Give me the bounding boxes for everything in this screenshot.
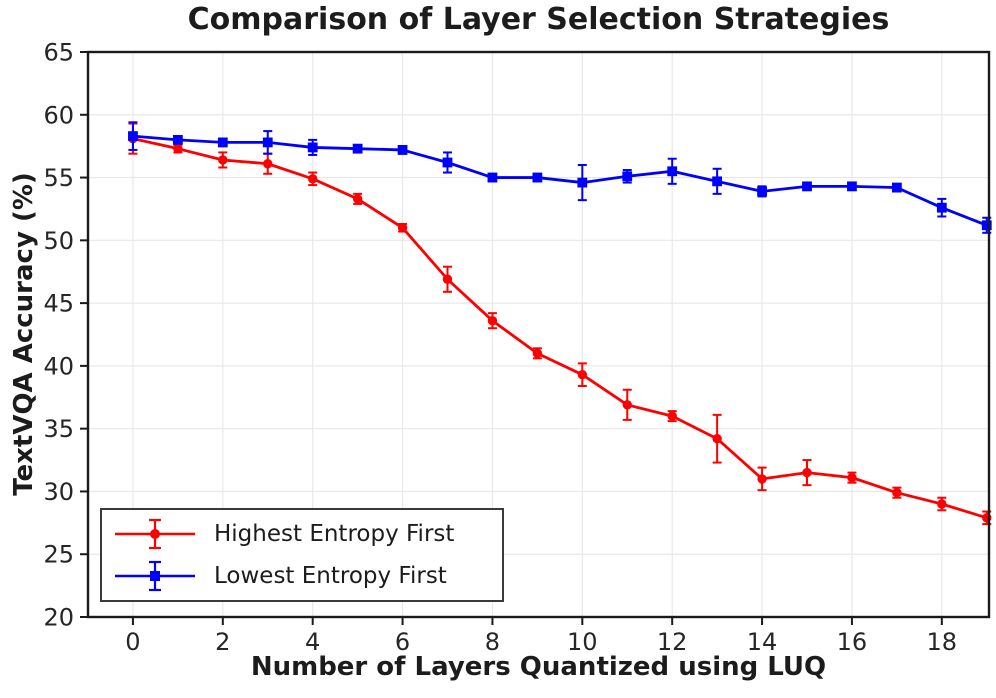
legend-entry-highest-entropy-first: Highest Entropy First <box>112 514 492 554</box>
data-point-marker <box>262 137 273 148</box>
data-point-marker <box>802 181 812 192</box>
data-point-marker <box>172 134 183 145</box>
series-line <box>132 134 988 227</box>
x-tick-label: 12 <box>657 628 688 656</box>
data-point-marker <box>802 467 812 478</box>
x-tick-label: 0 <box>125 628 140 656</box>
y-tick-label: 55 <box>43 164 74 192</box>
data-point-marker <box>487 315 498 326</box>
data-point-marker <box>936 202 947 213</box>
y-tick-label: 25 <box>43 541 74 569</box>
data-point-marker <box>217 137 228 148</box>
data-point-marker <box>442 274 453 284</box>
y-tick-label: 50 <box>43 227 74 255</box>
data-point-marker <box>847 181 857 192</box>
chart-title: Comparison of Layer Selection Strategies <box>187 2 890 37</box>
legend-label: Lowest Entropy First <box>214 563 447 589</box>
data-point-marker <box>667 411 677 421</box>
data-point-marker <box>307 174 318 184</box>
data-point-marker <box>442 157 453 168</box>
data-point-marker <box>397 223 408 233</box>
data-point-marker <box>173 143 183 154</box>
x-tick-label: 4 <box>305 628 320 656</box>
x-tick-label: 18 <box>927 628 958 656</box>
errorbar-sample-icon <box>115 518 195 550</box>
x-axis-label: Number of Layers Quantized using LUQ <box>250 652 827 682</box>
y-tick-label: 65 <box>43 39 74 67</box>
data-point-marker <box>397 145 408 155</box>
legend-label: Highest Entropy First <box>214 521 455 547</box>
data-point-marker <box>892 488 902 498</box>
data-point-marker <box>622 400 632 410</box>
x-tick-label: 14 <box>747 628 778 656</box>
data-point-marker <box>352 143 363 154</box>
y-tick-label: 40 <box>43 352 74 380</box>
data-point-marker <box>937 499 947 509</box>
data-point-marker <box>218 155 228 165</box>
data-point-marker <box>981 220 992 231</box>
data-point-marker <box>712 176 723 187</box>
data-point-marker <box>577 177 588 188</box>
series-lowest-entropy-first <box>128 121 992 234</box>
x-tick-label: 6 <box>395 628 410 656</box>
y-tick-label: 35 <box>43 415 74 443</box>
errorbar-sample-icon <box>115 560 195 592</box>
data-point-marker <box>757 186 767 197</box>
series-line <box>132 137 988 520</box>
data-point-marker <box>263 159 273 169</box>
legend-entry-lowest-entropy-first: Lowest Entropy First <box>112 556 492 596</box>
x-tick-label: 10 <box>567 628 598 656</box>
data-point-marker <box>577 369 588 380</box>
legend: Highest Entropy First Lowest Entropy Fir… <box>100 508 504 602</box>
data-point-marker <box>487 172 498 183</box>
data-point-marker <box>847 472 857 483</box>
data-point-marker <box>891 182 902 193</box>
series-highest-entropy-first <box>128 122 992 526</box>
data-point-marker <box>622 171 633 182</box>
data-point-marker <box>352 194 363 204</box>
y-tick-label: 60 <box>43 101 74 129</box>
y-tick-label: 20 <box>43 604 74 632</box>
data-point-marker <box>712 434 722 444</box>
data-point-marker <box>532 348 543 359</box>
x-tick-label: 8 <box>485 628 500 656</box>
y-tick-label: 45 <box>43 290 74 318</box>
axes-frame <box>86 50 991 619</box>
data-point-marker <box>757 474 767 484</box>
x-tick-label: 16 <box>837 628 868 656</box>
data-point-marker <box>307 142 318 153</box>
data-point-marker <box>667 166 678 177</box>
y-tick-label: 30 <box>43 478 74 506</box>
data-point-marker <box>128 131 138 142</box>
x-tick-label: 2 <box>215 628 230 656</box>
data-point-marker <box>532 172 543 183</box>
